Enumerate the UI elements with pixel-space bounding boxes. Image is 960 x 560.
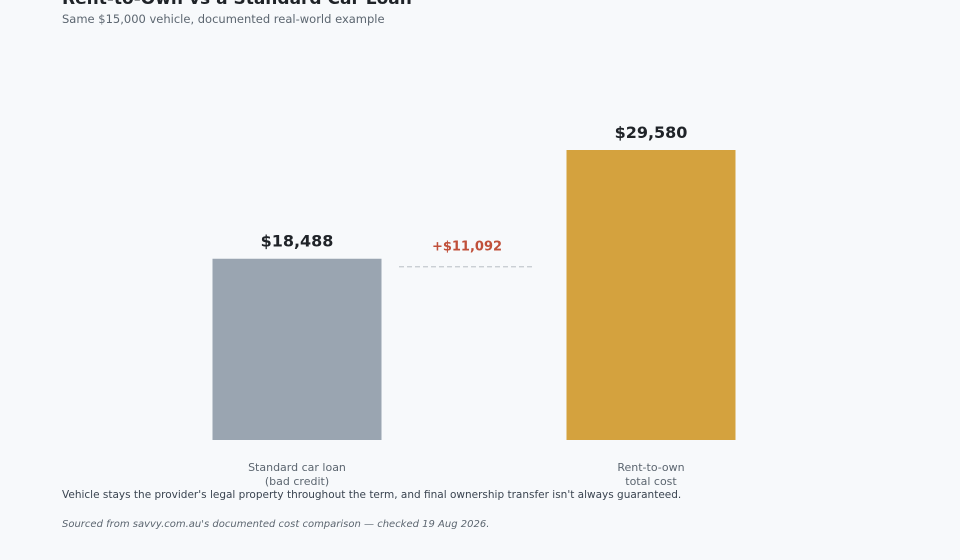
category-label-rent-to-own: Rent-to-own total cost <box>617 461 684 488</box>
chart-title: Rent-to-Own vs a Standard Car Loan <box>62 0 412 9</box>
bar-standard-loan <box>212 258 382 440</box>
chart-subtitle: Same $15,000 vehicle, documented real-wo… <box>62 12 385 26</box>
value-label-rent-to-own: $29,580 <box>615 123 688 142</box>
difference-label: +$11,092 <box>432 240 502 255</box>
value-label-standard-loan: $18,488 <box>261 232 334 251</box>
category-label-standard-loan: Standard car loan (bad credit) <box>248 461 346 488</box>
source-note: Sourced from savvy.com.au's documented c… <box>62 519 490 530</box>
ownership-note: Vehicle stays the provider's legal prope… <box>62 489 682 501</box>
bar-rent-to-own <box>566 150 736 440</box>
